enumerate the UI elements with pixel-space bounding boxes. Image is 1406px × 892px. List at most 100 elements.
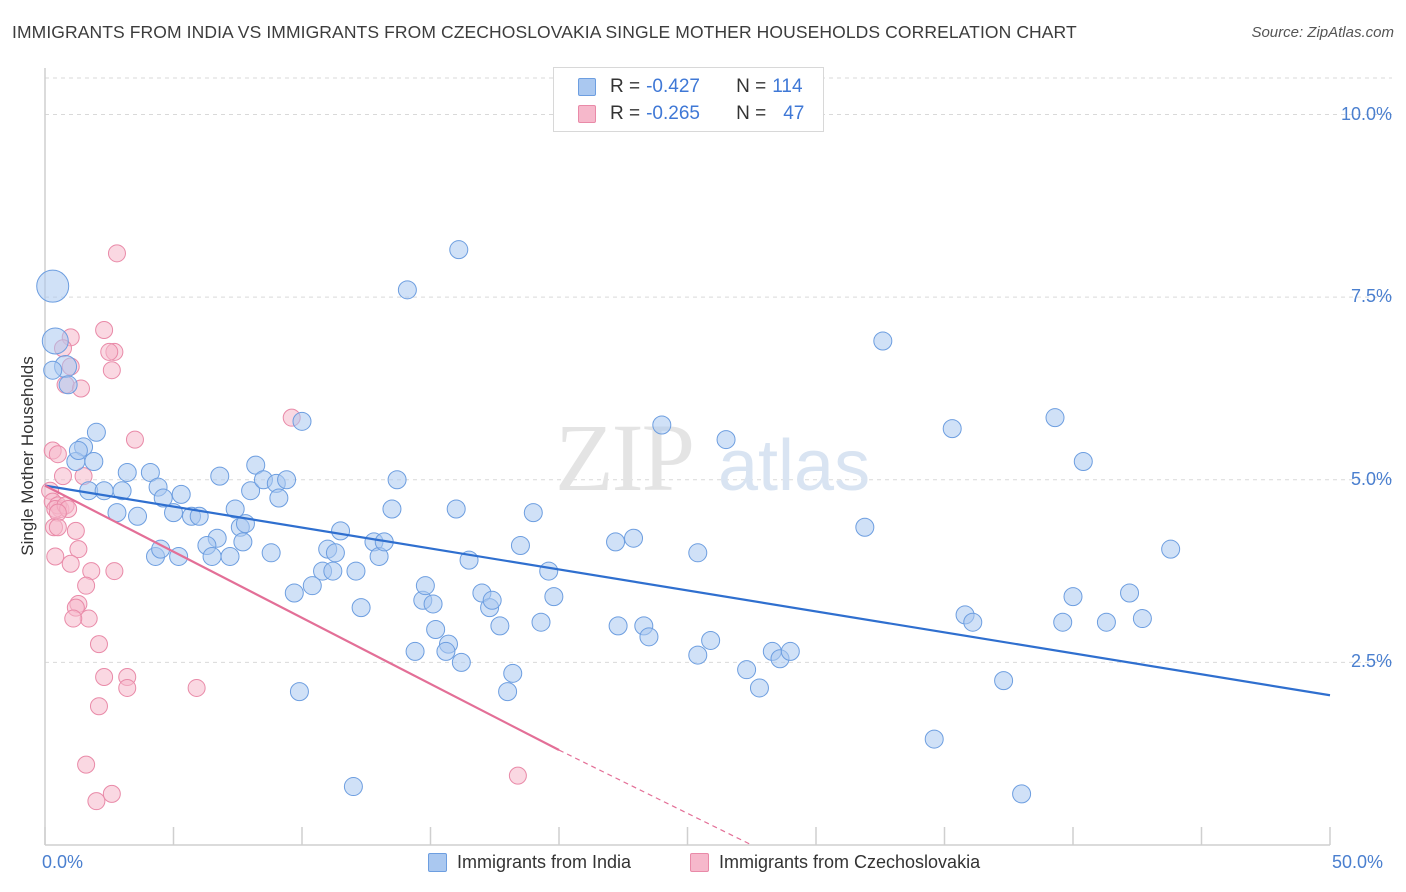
legend-czech-n-label: N = <box>736 103 767 124</box>
x-tick-label: 0.0% <box>42 852 84 872</box>
india-point <box>210 466 230 486</box>
india-trend-line <box>44 484 1331 697</box>
india-point <box>277 470 297 490</box>
czech-point <box>61 554 80 573</box>
bottom-legend-india: Immigrants from India <box>428 852 631 873</box>
india-point <box>1012 784 1032 804</box>
india-point <box>58 375 78 395</box>
czech-point <box>100 342 119 361</box>
y-tick-label: 7.5% <box>1350 286 1392 307</box>
india-point <box>246 455 266 475</box>
india-point <box>351 598 371 618</box>
x-tick-label: 50.0% <box>1332 852 1384 872</box>
india-point <box>544 587 564 607</box>
czech-trend-extension <box>558 749 753 846</box>
czech-point <box>79 609 98 628</box>
india-point <box>261 543 281 563</box>
czech-trend-line <box>44 484 560 752</box>
czech-point <box>105 562 124 581</box>
india-point <box>942 419 962 439</box>
y-axis-label: Single Mother Households <box>18 356 37 556</box>
india-point <box>716 430 736 450</box>
legend-india-n-label: N = <box>736 76 767 97</box>
india-point <box>343 777 363 797</box>
legend: R = -0.427 N = 114 R = -0.265 N = 47 <box>553 67 824 132</box>
czech-point <box>48 518 67 537</box>
legend-czech-r-value: -0.265 <box>646 103 700 124</box>
czech-point <box>89 697 108 716</box>
india-point <box>510 536 530 556</box>
chart-title: IMMIGRANTS FROM INDIA VS IMMIGRANTS FROM… <box>12 22 1077 42</box>
czech-point <box>118 678 137 697</box>
india-point <box>117 462 137 482</box>
grid-lines <box>45 77 1392 663</box>
india-point <box>780 641 800 661</box>
legend-india-r-value: -0.427 <box>646 76 700 97</box>
india-point <box>1063 587 1083 607</box>
legend-swatch-india <box>578 78 596 96</box>
legend-india-r-label: R = <box>610 76 641 97</box>
india-point <box>606 532 626 552</box>
czech-point <box>46 547 65 566</box>
india-point <box>382 499 402 519</box>
czech-point <box>48 445 67 464</box>
legend-czech-n-value: 47 <box>783 103 805 124</box>
india-point <box>701 630 721 650</box>
y-tick-label: 10.0% <box>1340 103 1392 124</box>
india-point <box>482 590 502 610</box>
india-point <box>639 627 659 647</box>
india-point <box>1132 609 1152 629</box>
india-point <box>405 641 425 661</box>
india-point <box>1120 583 1140 603</box>
india-point <box>449 240 469 260</box>
india-point <box>323 561 343 581</box>
czech-point <box>53 467 72 486</box>
india-point <box>855 517 875 537</box>
india-point <box>284 583 304 603</box>
india-point <box>498 682 518 702</box>
czech-point <box>95 321 114 340</box>
czech-point <box>107 244 126 263</box>
legend-swatch-czech <box>578 105 596 123</box>
bottom-legend-label-india: Immigrants from India <box>457 852 632 872</box>
india-point <box>241 481 261 501</box>
india-point <box>346 561 366 581</box>
czech-point <box>508 766 527 785</box>
czech-point <box>66 521 85 540</box>
india-points-group <box>36 240 1181 804</box>
india-point <box>289 682 309 702</box>
india-point <box>446 499 466 519</box>
bottom-legend-label-czech: Immigrants from Czechoslovakia <box>719 852 981 872</box>
india-point <box>43 360 63 380</box>
india-point <box>112 481 132 501</box>
czech-point <box>95 667 114 686</box>
india-point <box>387 470 407 490</box>
india-point <box>423 594 443 614</box>
czech-point <box>87 792 106 811</box>
india-point <box>84 452 104 471</box>
india-point <box>202 546 222 566</box>
legend-row-india: R = -0.427 N = 114 <box>578 74 803 100</box>
watermark-atlas: atlas <box>718 426 870 506</box>
india-point <box>302 576 322 596</box>
india-point <box>749 678 769 698</box>
czech-point <box>187 678 206 697</box>
india-point <box>1161 539 1181 559</box>
axes <box>44 68 1331 846</box>
india-point <box>539 561 559 581</box>
czech-point <box>125 430 144 449</box>
india-point <box>531 612 551 632</box>
india-point <box>220 546 240 566</box>
bottom-legend-swatch-india <box>428 853 447 872</box>
india-point <box>924 729 944 749</box>
india-point <box>688 543 708 563</box>
india-point <box>624 528 644 548</box>
legend-row-czech: R = -0.265 N = 47 <box>578 101 804 127</box>
india-point <box>415 576 435 596</box>
india-point <box>994 671 1014 691</box>
czech-point <box>77 576 96 595</box>
czech-point <box>102 784 121 803</box>
india-point <box>331 521 351 541</box>
india-point <box>68 441 88 461</box>
